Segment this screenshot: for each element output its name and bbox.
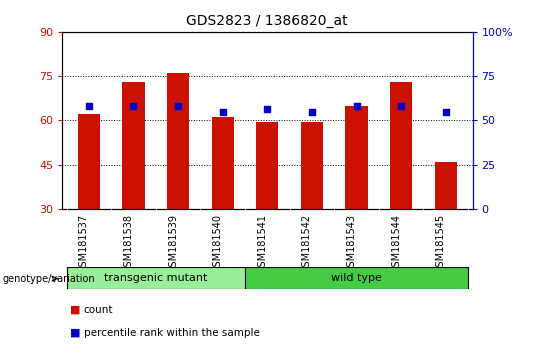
Bar <box>390 82 412 209</box>
Text: GSM181542: GSM181542 <box>302 213 312 273</box>
Point <box>308 109 316 114</box>
Bar <box>245 267 468 289</box>
Point <box>129 103 138 108</box>
Bar <box>167 73 189 209</box>
Text: GSM181537: GSM181537 <box>79 213 89 273</box>
Text: count: count <box>84 305 113 315</box>
Point <box>352 103 361 108</box>
Bar <box>256 122 279 209</box>
Text: GSM181539: GSM181539 <box>168 213 178 273</box>
Text: GSM181541: GSM181541 <box>257 213 267 273</box>
Text: transgenic mutant: transgenic mutant <box>104 273 207 283</box>
Text: GSM181540: GSM181540 <box>213 213 222 273</box>
Point <box>218 109 227 114</box>
Text: ■: ■ <box>70 328 80 338</box>
Point <box>85 103 93 108</box>
Point <box>174 103 183 108</box>
Point <box>397 103 406 108</box>
Bar <box>346 105 368 209</box>
Text: ■: ■ <box>70 305 80 315</box>
Text: GSM181543: GSM181543 <box>347 213 356 273</box>
Point <box>263 106 272 112</box>
Text: wild type: wild type <box>331 273 382 283</box>
Bar <box>435 162 457 209</box>
Bar <box>123 82 145 209</box>
Bar <box>212 118 234 209</box>
Text: GSM181538: GSM181538 <box>124 213 133 273</box>
Bar <box>78 114 100 209</box>
Bar <box>66 267 245 289</box>
Point <box>441 109 450 114</box>
Text: GSM181544: GSM181544 <box>391 213 401 273</box>
Bar <box>301 122 323 209</box>
Title: GDS2823 / 1386820_at: GDS2823 / 1386820_at <box>186 14 348 28</box>
Text: GSM181545: GSM181545 <box>436 213 446 273</box>
Text: genotype/variation: genotype/variation <box>3 274 96 284</box>
Text: percentile rank within the sample: percentile rank within the sample <box>84 328 260 338</box>
